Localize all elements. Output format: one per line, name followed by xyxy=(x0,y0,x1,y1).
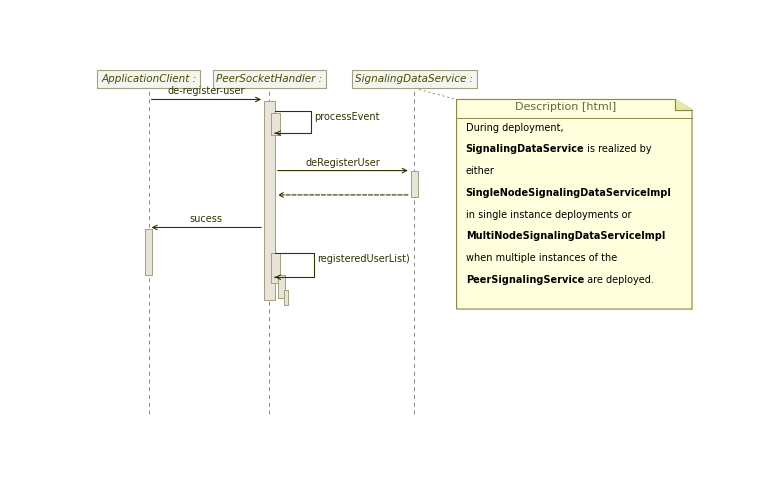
Text: MultiNodeSignalingDataServiceImpl: MultiNodeSignalingDataServiceImpl xyxy=(466,231,665,241)
Bar xyxy=(284,290,288,305)
Bar xyxy=(145,228,153,276)
Bar xyxy=(411,171,418,197)
Text: registeredUserList): registeredUserList) xyxy=(317,254,410,264)
Text: During deployment,: During deployment, xyxy=(466,122,563,133)
Text: ApplicationClient :: ApplicationClient : xyxy=(101,74,196,84)
Text: deRegisterUser: deRegisterUser xyxy=(305,157,380,168)
Text: Description [html]: Description [html] xyxy=(515,103,616,112)
Polygon shape xyxy=(456,100,692,309)
Text: SingleNodeSignalingDataServiceImpl: SingleNodeSignalingDataServiceImpl xyxy=(466,188,671,198)
Text: processEvent: processEvent xyxy=(314,112,379,122)
Bar xyxy=(279,276,284,298)
Bar xyxy=(264,102,275,300)
Bar xyxy=(271,113,280,135)
Text: PeerSocketHandler :: PeerSocketHandler : xyxy=(217,74,323,84)
Polygon shape xyxy=(675,100,692,110)
Text: in single instance deployments or: in single instance deployments or xyxy=(466,209,631,220)
Text: sucess: sucess xyxy=(190,214,223,225)
Bar xyxy=(271,253,280,283)
Text: are deployed.: are deployed. xyxy=(584,275,654,285)
Text: is realized by: is realized by xyxy=(584,144,652,155)
Text: de-register-user: de-register-user xyxy=(167,87,245,97)
Text: either: either xyxy=(466,166,495,176)
Text: PeerSignalingService: PeerSignalingService xyxy=(466,275,584,285)
Text: SignalingDataService :: SignalingDataService : xyxy=(355,74,474,84)
Text: when multiple instances of the: when multiple instances of the xyxy=(466,253,617,263)
Text: SignalingDataService: SignalingDataService xyxy=(466,144,584,155)
